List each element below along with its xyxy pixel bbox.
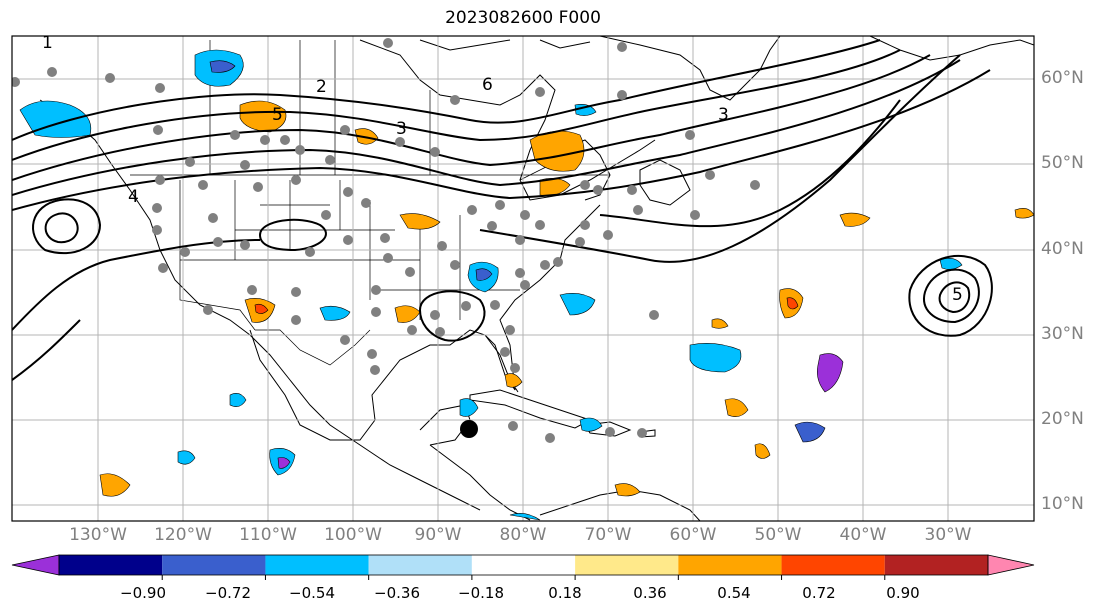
lon-label: 40°W — [839, 525, 887, 545]
colorbar-tick-label: −0.36 — [374, 584, 420, 602]
colorbar-tick-label: 0.54 — [717, 584, 751, 602]
contour-label: 5 — [952, 285, 963, 305]
lat-label: 10°N — [1041, 494, 1084, 514]
colorbar-segment — [59, 555, 163, 575]
map-title: 2023082600 F000 — [445, 8, 601, 28]
lon-label: 100°W — [324, 525, 382, 545]
colorbar-extend-max — [987, 554, 1035, 576]
colorbar-segment — [265, 555, 369, 575]
colorbar-tick-label: −0.18 — [458, 584, 504, 602]
colorbar-segment — [575, 555, 679, 575]
colorbar-tick-label: −0.54 — [289, 584, 335, 602]
colorbar-segment — [368, 555, 472, 575]
colorbar-extend-min — [11, 554, 60, 576]
lon-label: 120°W — [154, 525, 212, 545]
contour-label: 3 — [718, 105, 729, 125]
lon-label: 110°W — [239, 525, 297, 545]
lon-label: 60°W — [669, 525, 717, 545]
colorbar-segment — [678, 555, 782, 575]
map-frame — [11, 35, 1035, 522]
colorbar-tick-label: 0.36 — [633, 584, 667, 602]
lat-label: 30°N — [1041, 324, 1084, 344]
weather-map: 1 2 3 4 5 6 3 5 — [11, 33, 1035, 522]
lat-label: 60°N — [1041, 68, 1084, 88]
colorbar-tick-label: 0.18 — [548, 584, 582, 602]
shaded-anomalies — [19, 49, 1034, 521]
station-markers — [12, 38, 760, 443]
gridlines — [12, 36, 1034, 521]
colorbar-outline — [58, 554, 989, 576]
colorbar-segment — [471, 555, 576, 575]
colorbar-segment — [781, 555, 885, 575]
colorbar-tick-label: 0.72 — [802, 584, 836, 602]
contour-label: 4 — [128, 187, 139, 207]
lat-label: 50°N — [1041, 153, 1084, 173]
colorbar-segment — [162, 555, 266, 575]
lon-label: 130°W — [69, 525, 127, 545]
colorbar-tick-label: 0.90 — [886, 584, 920, 602]
lat-label: 20°N — [1041, 409, 1084, 429]
contour-label: 2 — [316, 77, 327, 97]
contour-label: 1 — [42, 33, 53, 53]
colorbar-segment — [884, 555, 988, 575]
contour-label: 5 — [272, 105, 283, 125]
lon-label: 30°W — [924, 525, 972, 545]
lon-label: 90°W — [414, 525, 462, 545]
contour-label: 6 — [482, 75, 493, 95]
contour-label: 3 — [396, 119, 407, 139]
storm-center-marker — [460, 420, 478, 438]
lat-label: 40°N — [1041, 239, 1084, 259]
contour-labels: 1 2 3 4 5 6 3 5 — [42, 33, 963, 305]
lon-label: 50°W — [754, 525, 802, 545]
colorbar-tick-label: −0.72 — [205, 584, 251, 602]
lon-label: 70°W — [584, 525, 632, 545]
coastlines — [39, 36, 1034, 521]
lon-label: 80°W — [499, 525, 547, 545]
colorbar-tick-label: −0.90 — [120, 584, 166, 602]
colorbar — [11, 554, 1035, 580]
